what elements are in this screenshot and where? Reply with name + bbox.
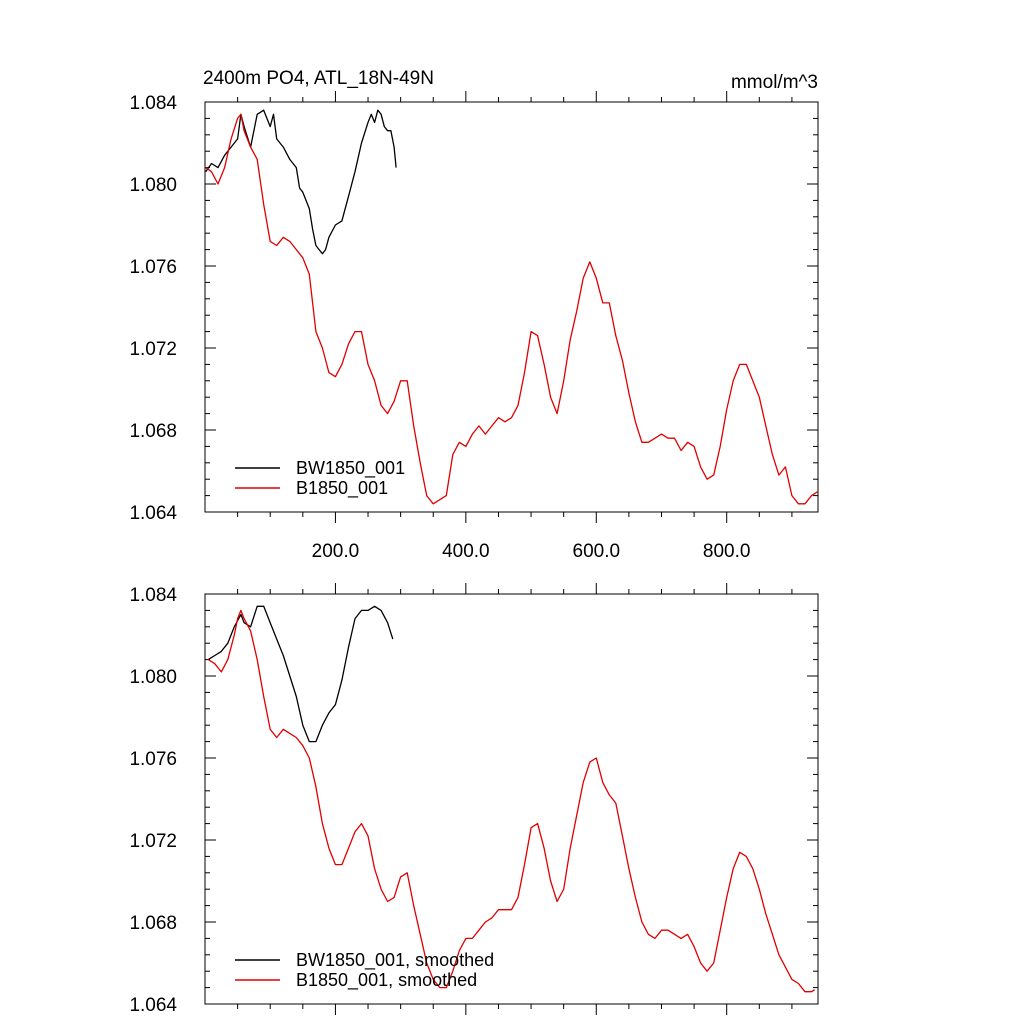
units-label: mmol/m^3	[731, 72, 818, 93]
x-tick-labels: 200.0 400.0 600.0 800.0	[312, 541, 751, 562]
series-line-b1850	[207, 609, 816, 993]
series-line-bw1850	[205, 109, 397, 255]
plot-frame	[204, 101, 819, 513]
axis-ticks	[205, 583, 818, 1015]
legend-label: BW1850_001	[296, 458, 405, 479]
series-lines	[207, 605, 816, 993]
chart-title: 2400m PO4, ATL_18N-49N	[203, 68, 434, 89]
top-panel: 2400m PO4, ATL_18N-49N mmol/m^3 1.0641.0…	[129, 68, 819, 562]
axis-ticks	[205, 91, 818, 523]
y-tick-labels: 1.064 1.068 1.072 1.076 1.080 1.084	[129, 93, 177, 524]
y-tick-label: 1.068	[129, 913, 177, 934]
series-line-b1850	[205, 113, 819, 505]
legend-label: B1850_001	[296, 478, 388, 499]
y-tick-label: 1.076	[129, 749, 177, 770]
y-tick-label: 1.080	[129, 175, 177, 196]
x-tick-label: 800.0	[703, 541, 751, 562]
x-tick-label: 600.0	[573, 541, 621, 562]
legend-label: BW1850_001, smoothed	[296, 950, 494, 971]
y-tick-labels: 1.064 1.068 1.072 1.076 1.080 1.084	[129, 585, 177, 1016]
y-tick-label: 1.076	[129, 257, 177, 278]
y-tick-label: 1.068	[129, 421, 177, 442]
plot-frame	[204, 593, 819, 1005]
bottom-panel: 1.064 1.068 1.072 1.076 1.080 1.084 BW1850_00…	[129, 583, 819, 1016]
y-tick-label: 1.072	[129, 339, 177, 360]
x-tick-label: 200.0	[312, 541, 360, 562]
series-line-bw1850	[207, 605, 394, 743]
x-tick-label: 400.0	[442, 541, 490, 562]
series-lines	[205, 109, 819, 505]
legend-label: B1850_001, smoothed	[296, 970, 477, 991]
y-tick-label: 1.084	[129, 93, 177, 114]
y-tick-label: 1.080	[129, 667, 177, 688]
y-tick-label: 1.084	[129, 585, 177, 606]
y-tick-label: 1.064	[129, 503, 177, 524]
y-tick-label: 1.064	[129, 995, 177, 1016]
y-tick-label: 1.072	[129, 831, 177, 852]
